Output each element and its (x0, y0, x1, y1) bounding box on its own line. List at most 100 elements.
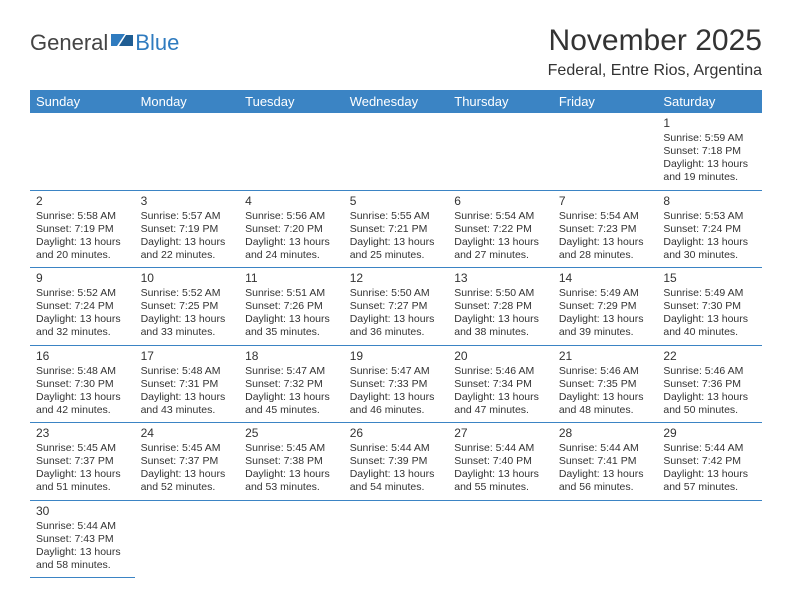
calendar-day: 13Sunrise: 5:50 AMSunset: 7:28 PMDayligh… (448, 268, 553, 346)
calendar-day-empty (448, 500, 553, 578)
day-number: 4 (245, 194, 338, 209)
sunset-text: Sunset: 7:34 PM (454, 378, 547, 391)
day-number: 19 (350, 349, 443, 364)
calendar-day: 12Sunrise: 5:50 AMSunset: 7:27 PMDayligh… (344, 268, 449, 346)
sunset-text: Sunset: 7:36 PM (663, 378, 756, 391)
sunrise-text: Sunrise: 5:55 AM (350, 210, 443, 223)
day-number: 15 (663, 271, 756, 286)
logo-text-part1: General (30, 30, 108, 56)
daylight-text: Daylight: 13 hours and 28 minutes. (559, 236, 652, 262)
calendar-day: 11Sunrise: 5:51 AMSunset: 7:26 PMDayligh… (239, 268, 344, 346)
calendar-day: 14Sunrise: 5:49 AMSunset: 7:29 PMDayligh… (553, 268, 658, 346)
daylight-text: Daylight: 13 hours and 33 minutes. (141, 313, 234, 339)
sunrise-text: Sunrise: 5:44 AM (559, 442, 652, 455)
day-number: 25 (245, 426, 338, 441)
calendar-day: 18Sunrise: 5:47 AMSunset: 7:32 PMDayligh… (239, 345, 344, 423)
calendar-table: SundayMondayTuesdayWednesdayThursdayFrid… (30, 90, 762, 578)
day-number: 7 (559, 194, 652, 209)
daylight-text: Daylight: 13 hours and 43 minutes. (141, 391, 234, 417)
day-header-row: SundayMondayTuesdayWednesdayThursdayFrid… (30, 90, 762, 113)
calendar-day: 15Sunrise: 5:49 AMSunset: 7:30 PMDayligh… (657, 268, 762, 346)
daylight-text: Daylight: 13 hours and 36 minutes. (350, 313, 443, 339)
sunrise-text: Sunrise: 5:57 AM (141, 210, 234, 223)
sunset-text: Sunset: 7:27 PM (350, 300, 443, 313)
sunset-text: Sunset: 7:29 PM (559, 300, 652, 313)
sunset-text: Sunset: 7:26 PM (245, 300, 338, 313)
day-header: Tuesday (239, 90, 344, 113)
day-number: 30 (36, 504, 129, 519)
sunset-text: Sunset: 7:24 PM (663, 223, 756, 236)
sunrise-text: Sunrise: 5:59 AM (663, 132, 756, 145)
calendar-day: 3Sunrise: 5:57 AMSunset: 7:19 PMDaylight… (135, 190, 240, 268)
sunset-text: Sunset: 7:30 PM (663, 300, 756, 313)
daylight-text: Daylight: 13 hours and 39 minutes. (559, 313, 652, 339)
calendar-day: 6Sunrise: 5:54 AMSunset: 7:22 PMDaylight… (448, 190, 553, 268)
day-number: 23 (36, 426, 129, 441)
daylight-text: Daylight: 13 hours and 19 minutes. (663, 158, 756, 184)
sunset-text: Sunset: 7:39 PM (350, 455, 443, 468)
daylight-text: Daylight: 13 hours and 53 minutes. (245, 468, 338, 494)
calendar-week: 23Sunrise: 5:45 AMSunset: 7:37 PMDayligh… (30, 423, 762, 501)
sunrise-text: Sunrise: 5:50 AM (350, 287, 443, 300)
calendar-day: 26Sunrise: 5:44 AMSunset: 7:39 PMDayligh… (344, 423, 449, 501)
sunset-text: Sunset: 7:19 PM (36, 223, 129, 236)
calendar-day-empty (30, 113, 135, 190)
calendar-day: 4Sunrise: 5:56 AMSunset: 7:20 PMDaylight… (239, 190, 344, 268)
sunrise-text: Sunrise: 5:46 AM (663, 365, 756, 378)
sunrise-text: Sunrise: 5:52 AM (141, 287, 234, 300)
day-header: Monday (135, 90, 240, 113)
calendar-day: 2Sunrise: 5:58 AMSunset: 7:19 PMDaylight… (30, 190, 135, 268)
day-number: 10 (141, 271, 234, 286)
calendar-day: 28Sunrise: 5:44 AMSunset: 7:41 PMDayligh… (553, 423, 658, 501)
day-header: Friday (553, 90, 658, 113)
calendar-day-empty (344, 113, 449, 190)
daylight-text: Daylight: 13 hours and 55 minutes. (454, 468, 547, 494)
calendar-day-empty (135, 500, 240, 578)
sunrise-text: Sunrise: 5:53 AM (663, 210, 756, 223)
sunrise-text: Sunrise: 5:52 AM (36, 287, 129, 300)
brand-logo: General Blue (30, 24, 179, 56)
sunset-text: Sunset: 7:24 PM (36, 300, 129, 313)
daylight-text: Daylight: 13 hours and 42 minutes. (36, 391, 129, 417)
sunrise-text: Sunrise: 5:44 AM (454, 442, 547, 455)
calendar-week: 30Sunrise: 5:44 AMSunset: 7:43 PMDayligh… (30, 500, 762, 578)
calendar-day-empty (553, 500, 658, 578)
sunrise-text: Sunrise: 5:45 AM (36, 442, 129, 455)
day-number: 6 (454, 194, 547, 209)
calendar-week: 16Sunrise: 5:48 AMSunset: 7:30 PMDayligh… (30, 345, 762, 423)
sunrise-text: Sunrise: 5:47 AM (350, 365, 443, 378)
day-number: 3 (141, 194, 234, 209)
daylight-text: Daylight: 13 hours and 57 minutes. (663, 468, 756, 494)
sunrise-text: Sunrise: 5:54 AM (559, 210, 652, 223)
daylight-text: Daylight: 13 hours and 50 minutes. (663, 391, 756, 417)
daylight-text: Daylight: 13 hours and 51 minutes. (36, 468, 129, 494)
calendar-day-empty (448, 113, 553, 190)
sunset-text: Sunset: 7:32 PM (245, 378, 338, 391)
sunset-text: Sunset: 7:35 PM (559, 378, 652, 391)
calendar-body: 1Sunrise: 5:59 AMSunset: 7:18 PMDaylight… (30, 113, 762, 578)
day-number: 2 (36, 194, 129, 209)
calendar-week: 2Sunrise: 5:58 AMSunset: 7:19 PMDaylight… (30, 190, 762, 268)
sunset-text: Sunset: 7:37 PM (36, 455, 129, 468)
calendar-week: 1Sunrise: 5:59 AMSunset: 7:18 PMDaylight… (30, 113, 762, 190)
location-label: Federal, Entre Rios, Argentina (548, 62, 762, 80)
daylight-text: Daylight: 13 hours and 24 minutes. (245, 236, 338, 262)
calendar-page: General Blue November 2025 Federal, Entr… (0, 0, 792, 588)
calendar-day: 8Sunrise: 5:53 AMSunset: 7:24 PMDaylight… (657, 190, 762, 268)
sunset-text: Sunset: 7:23 PM (559, 223, 652, 236)
daylight-text: Daylight: 13 hours and 20 minutes. (36, 236, 129, 262)
sunrise-text: Sunrise: 5:44 AM (36, 520, 129, 533)
day-header: Wednesday (344, 90, 449, 113)
calendar-day: 24Sunrise: 5:45 AMSunset: 7:37 PMDayligh… (135, 423, 240, 501)
daylight-text: Daylight: 13 hours and 48 minutes. (559, 391, 652, 417)
sunset-text: Sunset: 7:43 PM (36, 533, 129, 546)
calendar-day-empty (239, 113, 344, 190)
sunset-text: Sunset: 7:41 PM (559, 455, 652, 468)
calendar-day: 30Sunrise: 5:44 AMSunset: 7:43 PMDayligh… (30, 500, 135, 578)
calendar-day: 10Sunrise: 5:52 AMSunset: 7:25 PMDayligh… (135, 268, 240, 346)
sunrise-text: Sunrise: 5:44 AM (350, 442, 443, 455)
day-number: 18 (245, 349, 338, 364)
sunrise-text: Sunrise: 5:47 AM (245, 365, 338, 378)
day-number: 29 (663, 426, 756, 441)
daylight-text: Daylight: 13 hours and 27 minutes. (454, 236, 547, 262)
